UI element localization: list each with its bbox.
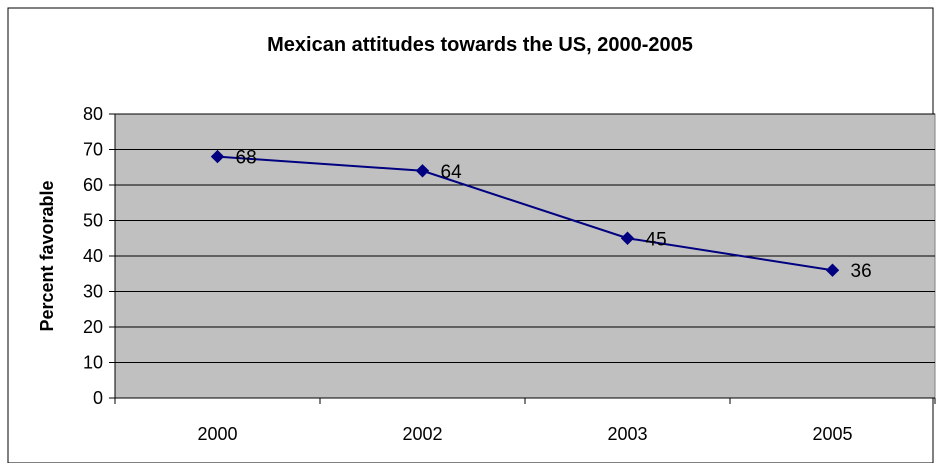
y-axis-label: Percent favorable — [37, 180, 57, 331]
data-point-2002 — [415, 164, 430, 178]
y-tick-label-70: 70 — [83, 140, 103, 160]
y-tick-label-10: 10 — [83, 353, 103, 373]
series — [210, 149, 840, 277]
x-tick-label-2005: 2005 — [812, 424, 852, 444]
y-tick-label-30: 30 — [83, 282, 103, 302]
y-tick-label-60: 60 — [83, 175, 103, 195]
x-tick-label-2000: 2000 — [197, 424, 237, 444]
x-tick-label-2003: 2003 — [607, 424, 647, 444]
y-tick-label-80: 80 — [83, 104, 103, 124]
axes: 0 10 20 30 40 50 60 70 80 2000 2002 2003 2005 — [83, 104, 936, 444]
chart-title: Mexican attitudes towards the US, 2000-2… — [267, 34, 693, 56]
data-point-2000 — [210, 149, 225, 164]
data-labels: 68 64 45 36 — [236, 148, 872, 283]
x-tick-label-2002: 2002 — [402, 424, 442, 444]
y-tick-label-50: 50 — [83, 211, 103, 231]
data-label-2002: 64 — [441, 162, 463, 183]
gridlines — [115, 113, 935, 363]
data-label-2005: 36 — [851, 261, 872, 282]
y-tick-label-20: 20 — [83, 317, 103, 337]
data-point-2003 — [620, 231, 635, 245]
data-label-2003: 45 — [646, 229, 667, 250]
y-tick-label-0: 0 — [93, 388, 103, 408]
series-line-0 — [217, 155, 833, 272]
y-tick-label-40: 40 — [83, 246, 103, 266]
data-label-2000: 68 — [236, 148, 257, 169]
data-point-2005 — [825, 263, 840, 277]
